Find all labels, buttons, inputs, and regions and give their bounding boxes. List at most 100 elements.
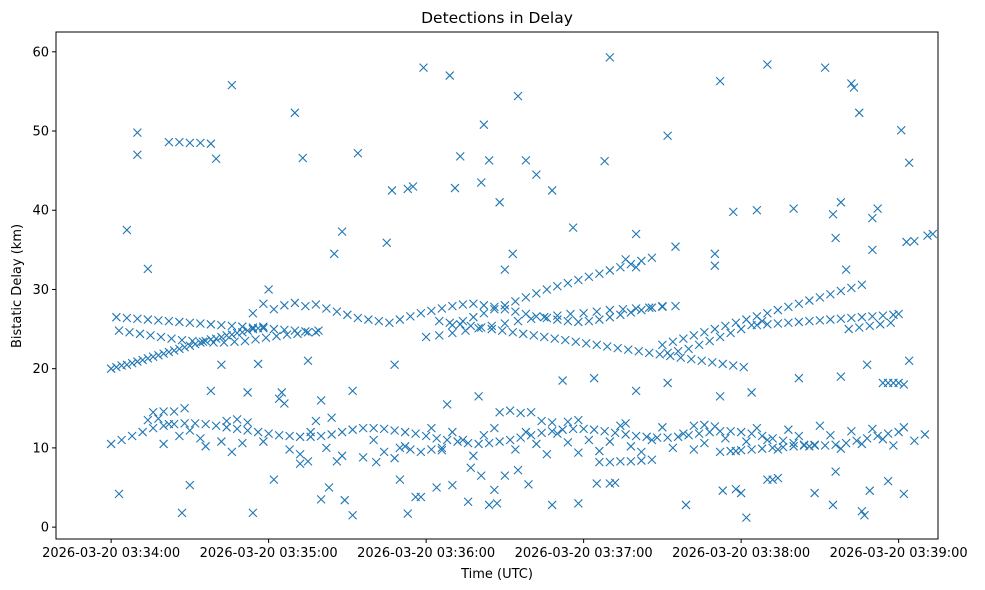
data-point [143,315,153,324]
data-point [710,261,720,271]
data-point [513,465,523,475]
data-point [458,300,468,309]
data-point [828,209,838,219]
data-point [731,318,741,328]
data-point [258,322,268,332]
data-point [466,463,476,473]
data-point [300,327,310,336]
data-point [542,449,552,459]
data-point [500,319,510,328]
data-point [896,125,906,135]
data-point [479,300,489,310]
data-point [689,421,699,431]
data-point [531,439,541,449]
data-point [122,225,132,235]
data-point [747,445,757,454]
data-point [736,427,746,437]
data-point [395,475,405,484]
data-point [655,350,665,359]
data-point [379,447,389,457]
data-point [148,352,158,362]
data-point [773,473,783,483]
data-point [337,227,347,237]
data-point [728,361,738,370]
data-point [815,292,825,302]
data-point [174,431,184,441]
data-point [728,207,738,217]
data-point [857,312,867,322]
data-point [122,313,132,323]
data-point [321,443,331,453]
data-point [697,356,707,366]
data-point [253,359,263,369]
data-point [148,423,158,433]
data-point [342,310,352,320]
data-point [676,353,686,362]
data-point [647,303,657,313]
data-point [673,346,683,356]
data-point [195,434,205,443]
data-point [497,326,507,336]
data-point [159,439,169,449]
data-point [369,423,379,433]
data-point [710,249,720,259]
data-point [875,319,885,329]
data-point [804,296,814,305]
data-point [434,331,444,340]
data-point [789,438,799,448]
data-point [810,488,820,498]
data-point [844,324,854,334]
data-point [878,311,888,320]
data-point [329,249,339,259]
data-point [316,395,326,405]
data-point [447,301,457,311]
data-point [573,317,583,327]
data-point [167,334,176,343]
data-point [602,342,612,351]
data-point [605,479,615,488]
data-point [657,301,667,311]
data-point [594,315,604,324]
data-point [526,407,536,417]
data-point [474,323,484,333]
data-point [757,316,767,326]
data-point [390,426,400,435]
data-point [510,296,520,306]
data-point [547,418,557,427]
data-point [846,426,856,436]
data-point [904,158,914,168]
data-point [513,91,523,101]
data-point [820,441,830,450]
data-point [290,108,300,118]
data-point [159,349,169,359]
data-point [768,475,778,484]
data-point [888,441,898,450]
data-point [487,324,497,334]
data-point [447,480,457,490]
data-point [164,137,174,147]
data-point [146,331,155,340]
data-point [125,327,134,337]
data-point [476,471,486,481]
data-point [314,326,323,336]
data-point [206,139,216,149]
y-axis-label: Bistatic Delay (km) [10,224,25,348]
data-point [849,83,859,92]
data-point [321,304,331,313]
data-point [899,380,909,389]
x-tick-label: 2026-03-20 03:34:00 [42,546,180,561]
data-point [371,457,381,467]
data-point [526,430,536,440]
y-tick-label: 50 [32,125,49,140]
data-point [243,426,253,435]
data-point [340,495,350,505]
data-point [489,485,499,495]
data-point [216,320,226,330]
data-point [873,431,883,441]
data-point [117,435,127,445]
data-point [384,318,394,328]
data-point [185,318,195,328]
data-point [403,509,413,519]
data-point [521,309,531,319]
